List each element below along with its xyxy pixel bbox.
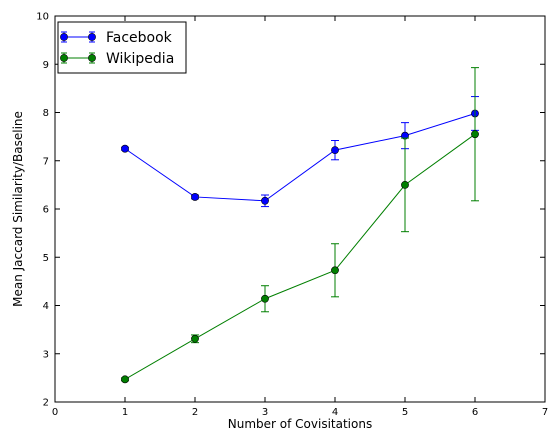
legend: Facebook Wikipedia (57, 21, 187, 74)
y-tick-label: 7 (43, 156, 49, 167)
axis-ticks: 0 1 2 3 4 5 6 7 2 3 4 5 6 7 8 9 10 (36, 12, 548, 419)
legend-marker (88, 54, 96, 62)
legend-label: Facebook (106, 30, 173, 46)
series-line (124, 133, 476, 380)
data-point (191, 334, 199, 343)
x-axis-label: Number of Covisitations (228, 417, 372, 431)
data-point (401, 180, 409, 189)
y-tick-label: 8 (43, 108, 49, 119)
series-facebook (121, 96, 479, 208)
y-tick-label: 2 (43, 398, 49, 409)
x-tick-label: 1 (122, 407, 128, 418)
y-tick-label: 3 (43, 349, 49, 360)
legend-label: Wikipedia (106, 51, 174, 67)
plot-area (54, 15, 546, 403)
y-tick-label: 9 (43, 60, 49, 71)
x-tick-label: 6 (472, 407, 478, 418)
data-point (191, 193, 199, 201)
legend-marker (60, 54, 68, 62)
x-tick-label: 2 (192, 407, 198, 418)
data-point (261, 196, 269, 205)
y-tick-label: 4 (43, 301, 49, 312)
x-tick-label: 7 (542, 407, 548, 418)
data-point (121, 375, 129, 384)
legend-marker (88, 33, 96, 41)
data-point (261, 294, 269, 303)
legend-entry: Facebook (60, 30, 173, 46)
series-layer (121, 67, 479, 384)
series-wikipedia (121, 67, 479, 384)
x-tick-label: 4 (332, 407, 338, 418)
y-tick-label: 10 (36, 12, 49, 23)
legend-box (57, 21, 187, 74)
x-tick-label: 0 (52, 407, 58, 418)
legend-entry: Wikipedia (60, 51, 174, 67)
x-tick-label: 3 (262, 407, 268, 418)
x-tick-label: 5 (402, 407, 408, 418)
data-point (331, 146, 339, 155)
legend-marker (60, 33, 68, 41)
data-point (331, 266, 339, 275)
data-point (121, 144, 129, 153)
y-axis-label: Mean Jaccard Similarity/Baseline (11, 111, 25, 307)
y-tick-label: 6 (43, 205, 49, 216)
series-line (124, 112, 476, 202)
data-point (471, 130, 479, 139)
y-tick-label: 5 (43, 253, 49, 264)
